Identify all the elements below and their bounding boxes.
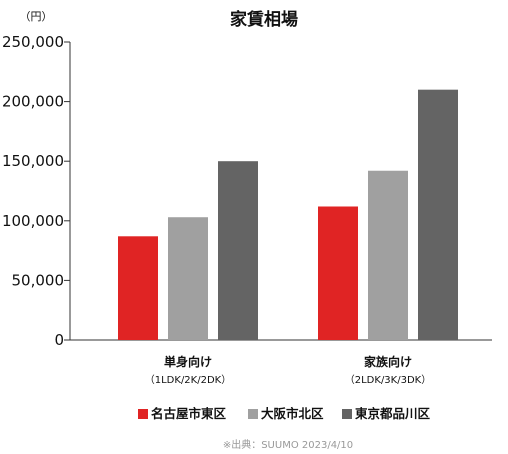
category-label: 家族向け	[364, 354, 412, 369]
y-axis-unit-label: （円）	[20, 10, 53, 23]
bars	[118, 89, 458, 341]
legend-label: 大阪市北区	[261, 406, 324, 421]
y-tick-label: 200,000	[2, 93, 64, 111]
bar	[418, 89, 458, 341]
y-tick-label: 150,000	[2, 152, 64, 170]
category-labels: 単身向け （1LDK/2K/2DK） 家族向け （2LDK/3K/3DK）	[145, 354, 431, 386]
legend-swatch	[342, 409, 352, 419]
chart-title: 家賃相場	[230, 9, 298, 30]
bar	[118, 236, 158, 340]
y-tick-label: 0	[54, 331, 64, 349]
legend-swatch	[138, 409, 148, 419]
legend-swatch	[248, 409, 258, 419]
source-note: ※出典：SUUMO 2023/4/10	[223, 438, 353, 451]
bar	[368, 170, 408, 340]
category-label: 単身向け	[164, 354, 212, 369]
category-sublabel: （2LDK/3K/3DK）	[345, 374, 431, 386]
legend: 名古屋市東区 大阪市北区 東京都品川区	[138, 406, 431, 421]
y-tick-label: 100,000	[2, 212, 64, 230]
y-axis-ticks: 0 50,000 100,000 150,000 200,000 250,000	[2, 33, 70, 349]
legend-label: 名古屋市東区	[151, 406, 227, 421]
bar	[318, 206, 358, 340]
bar	[168, 217, 208, 340]
y-tick-label: 250,000	[2, 33, 64, 51]
legend-label: 東京都品川区	[355, 406, 431, 421]
bar	[218, 161, 258, 340]
y-tick-label: 50,000	[12, 271, 65, 289]
category-sublabel: （1LDK/2K/2DK）	[145, 374, 231, 386]
